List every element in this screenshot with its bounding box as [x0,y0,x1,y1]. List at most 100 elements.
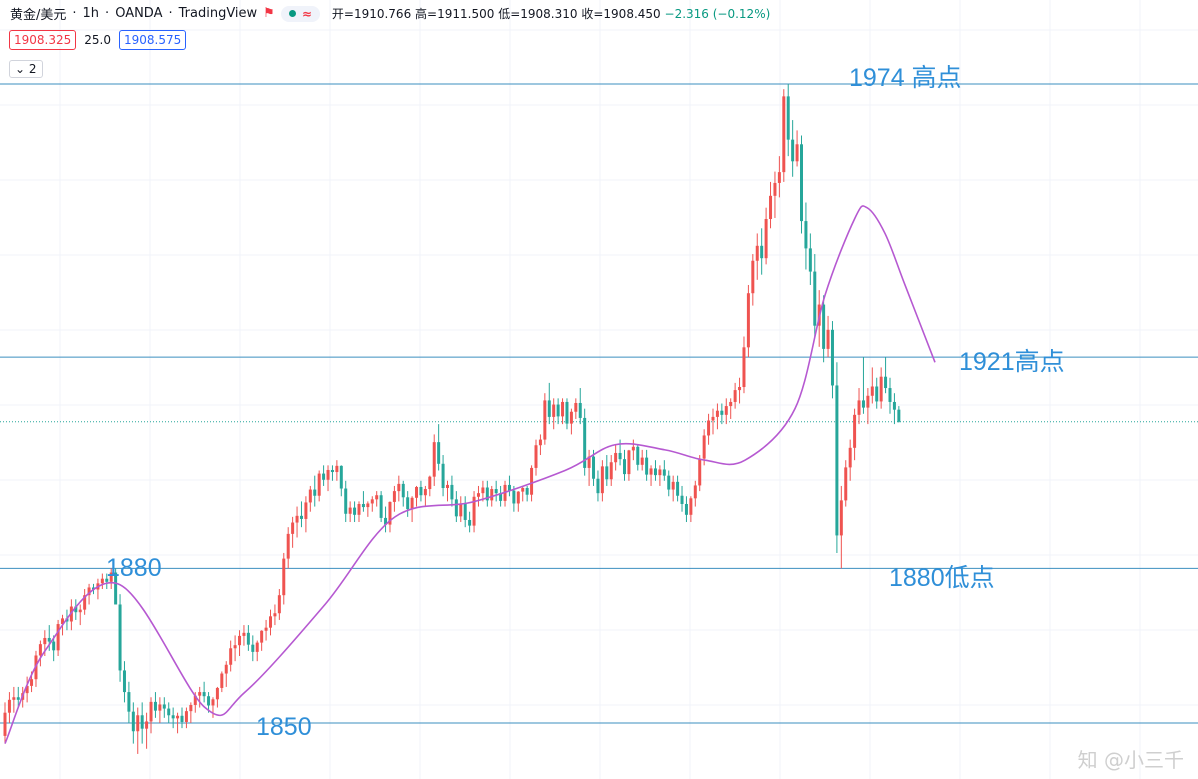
candle-body [397,483,401,492]
candle-body [680,495,684,504]
candle-body [485,487,489,501]
indicators-toggle[interactable]: ⌄ 2 [9,60,43,78]
interval-label[interactable]: 1h [82,6,100,21]
candle-body [415,486,419,498]
candle-body [428,476,432,490]
candle-body [773,182,777,196]
flag-icon[interactable]: ⚑ [263,6,275,21]
candle-body [273,613,277,617]
candle-body [353,507,357,515]
candle-body [432,442,436,477]
candle-body [667,475,671,490]
candle-body [711,416,715,421]
candle-body [326,469,330,480]
candle-body [853,414,857,448]
ohlc-values: 开=1910.766 高=1911.500 低=1908.310 收=1908.… [332,5,770,22]
candle-body [366,503,370,508]
candle-body [12,697,16,700]
candle-body [764,219,768,259]
candle-body [149,701,153,722]
broker-label: OANDA [115,6,163,21]
market-open-dot-icon [288,10,296,17]
sell-price-button[interactable]: 1908.325 [9,30,77,50]
candle-body [459,503,463,517]
candle-body [198,692,202,696]
candle-body [808,248,812,272]
candle-body [760,245,764,259]
candle-body [684,503,688,515]
candle-body [83,595,87,610]
candle-body [215,687,219,700]
candle-body [693,485,697,499]
candle-body [676,481,680,496]
candle-body [229,648,233,665]
candle-body [715,410,719,417]
candle-body [295,515,299,523]
candle-body [136,715,140,732]
candle-body [468,519,472,526]
candle-body [242,632,246,636]
candle-body [569,411,573,424]
annotation-high-1921: 1921高点 [959,348,1065,376]
chevron-down-icon: ⌄ [15,62,26,76]
candle-body [176,715,180,719]
candle-body [220,673,224,688]
candle-body [339,465,343,489]
candle-body [547,400,551,417]
candle-body [512,490,516,504]
annotation-level-1850: 1850 [256,713,312,741]
candle-body [180,715,184,722]
candle-body [791,139,795,162]
candle-body [848,447,852,468]
candle-body [742,347,746,388]
candle-body [105,578,109,582]
delay-wave-icon: ≈ [301,6,312,21]
candle-body [238,635,242,646]
candle-body [56,624,60,651]
candle-body [782,96,786,173]
candle-body [109,572,113,582]
candle-body [733,390,737,402]
candle-body [786,96,790,140]
moving-average-line [4,205,936,744]
candle-body [211,699,215,706]
candle-body [361,503,365,508]
symbol-label[interactable]: 黄金/美元 [10,8,67,23]
candle-body [370,499,374,504]
candle-body [600,466,604,494]
candle-body [671,481,675,490]
candle-body [653,468,657,476]
buy-price-button[interactable]: 1908.575 [118,30,187,50]
candle-body [269,616,272,628]
candle-body [193,695,197,705]
annotation-low-1880: 1880低点 [889,564,995,592]
candle-body [392,491,396,502]
candle-body [25,685,29,694]
candle-body [769,195,773,220]
candle-body [255,642,259,652]
candle-body [481,487,485,494]
candle-body [649,468,653,475]
candle-body [38,644,42,656]
candle-body [16,697,20,700]
candle-body [224,664,228,674]
candle-body [184,711,188,722]
low-value: 低=1908.310 [498,7,578,21]
candle-body [286,533,290,559]
candle-body [578,402,582,418]
market-status-pill[interactable]: ≈ [280,5,320,22]
candle-body [463,503,467,520]
candle-body [892,401,896,410]
annotation-level-1880: 1880 [106,554,162,582]
candle-body [446,484,449,489]
candle-body [299,515,303,519]
candle-body [348,507,352,514]
candle-body [516,491,520,504]
candle-body [419,486,423,496]
candle-body [401,483,405,498]
candle-body [122,670,126,693]
candle-body [556,404,560,417]
candle-body [233,645,237,649]
candle-body [507,484,511,491]
